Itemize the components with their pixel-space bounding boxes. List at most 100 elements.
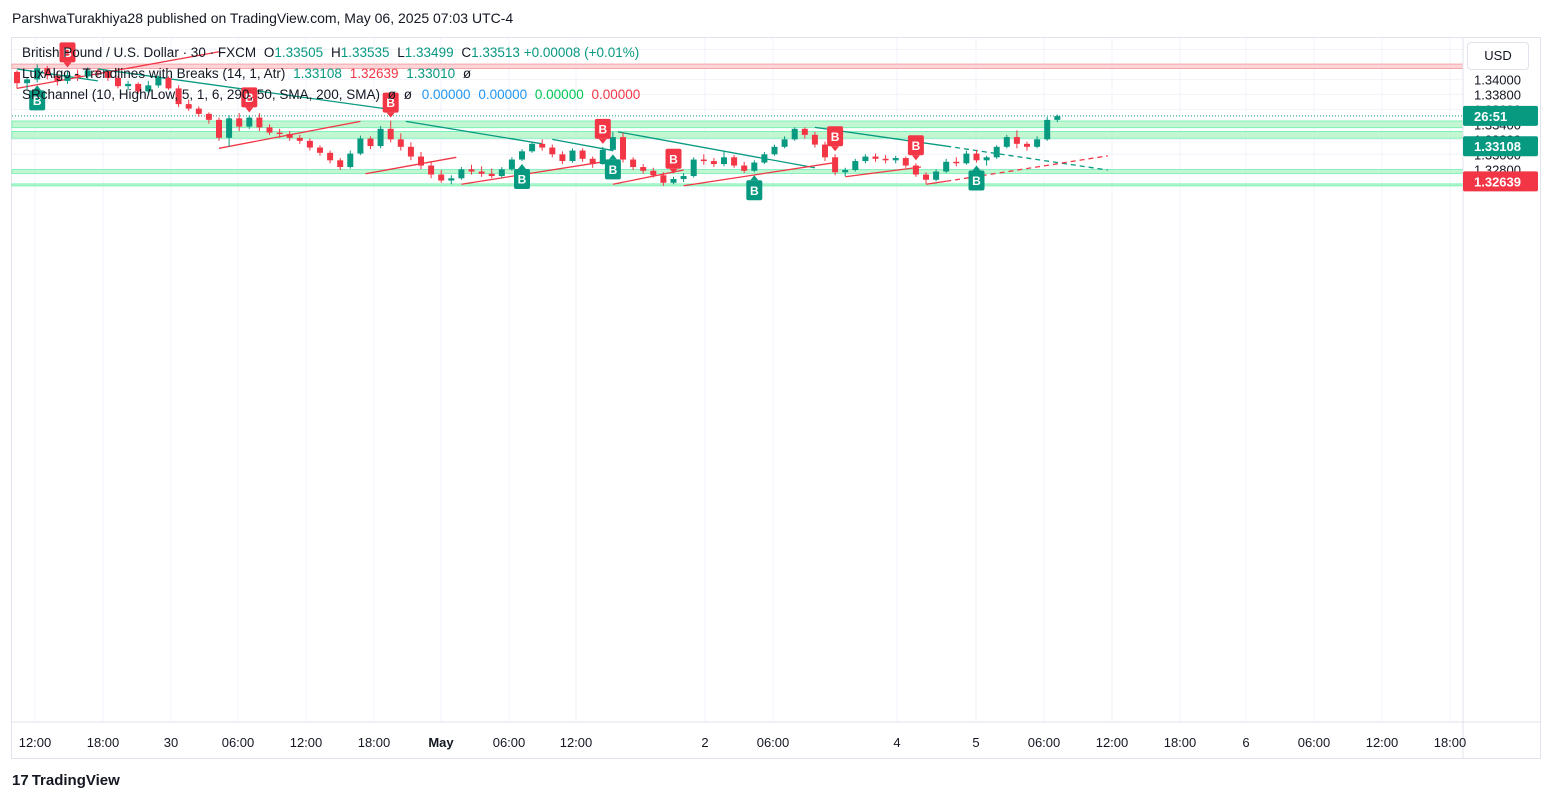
indicator-2-value-2: ø (403, 87, 412, 102)
candle-body (832, 157, 839, 173)
bearish-candle (620, 132, 626, 163)
candle-body (912, 165, 919, 175)
candle-body (367, 138, 374, 147)
candle-body (559, 154, 566, 162)
price-badge-text: 26:51 (1474, 109, 1507, 124)
bearish-candle (286, 131, 293, 141)
signal-pointer (598, 138, 607, 144)
bullish-candle (1044, 116, 1051, 141)
candle-body (670, 179, 677, 183)
time-tick-label: 18:00 (87, 735, 120, 750)
bearish-candle (710, 158, 717, 168)
signal-badge (59, 42, 76, 63)
bearish-candle (811, 131, 818, 148)
candle-body (963, 153, 970, 164)
legend-indicator-1[interactable]: LuxAlgo - Trendlines with Breaks (14, 1,… (22, 65, 471, 83)
candle-body (185, 104, 192, 109)
candle-body (1003, 137, 1010, 147)
bullish-candle (609, 131, 616, 152)
time-tick-label: 06:00 (493, 735, 526, 750)
teal-trendline (405, 120, 543, 145)
candle-body (488, 173, 495, 177)
candle-body (882, 158, 889, 161)
legend-indicator-2[interactable]: SRchannel (10, High/Low, 5, 1, 6, 290, 5… (22, 86, 640, 104)
candle-body (498, 169, 505, 177)
indicator-1-name[interactable]: LuxAlgo - Trendlines with Breaks (14, 1,… (22, 66, 286, 81)
symbol-name[interactable]: British Pound / U.S. Dollar · 30 · FXCM (22, 45, 257, 60)
bullish-candle (357, 135, 364, 156)
bearish-candle (94, 68, 101, 77)
open-label: O (263, 45, 275, 60)
signal-badge (604, 159, 621, 180)
candle-body (337, 160, 344, 168)
bearish-candle (700, 154, 707, 165)
candle-body (579, 150, 586, 159)
bearish-candle (276, 128, 283, 138)
candle-body (195, 108, 202, 114)
bearish-candle (387, 120, 394, 143)
candle-body (407, 146, 414, 157)
bullish-candle (781, 136, 788, 149)
break-signal-label: B (907, 135, 924, 161)
signal-pointer (911, 155, 920, 161)
break-signal-label: B (594, 118, 611, 144)
time-tick-label: 06:00 (1028, 735, 1061, 750)
bearish-candle (488, 168, 495, 179)
candle-body (751, 162, 758, 171)
time-tick-label: 06:00 (757, 735, 790, 750)
tradingview-footer[interactable]: 17 TradingView (12, 772, 120, 789)
bullish-candle (529, 141, 536, 153)
price-axis: 1.326001.328001.330001.332001.334001.336… (1462, 38, 1540, 758)
break-signal-label: B (59, 42, 76, 68)
signal-pointer (831, 146, 840, 152)
candle-body (286, 134, 293, 138)
bearish-candle (165, 76, 172, 90)
candle-body (125, 83, 132, 87)
signal-pointer (608, 154, 617, 160)
candle-body (973, 153, 980, 161)
currency-button[interactable]: USD (1467, 42, 1529, 70)
candle-body (508, 159, 515, 170)
indicator-2-name[interactable]: SRchannel (10, High/Low, 5, 1, 6, 290, 5… (22, 87, 380, 102)
candle-body (620, 137, 626, 160)
bearish-candle (630, 157, 637, 171)
indicator-1-value-2: 1.32639 (349, 66, 399, 81)
bearish-candle (367, 136, 374, 150)
bullish-candle (347, 150, 354, 169)
time-tick-label: 6 (1242, 735, 1249, 750)
time-tick-label: 18:00 (1434, 735, 1467, 750)
candles (14, 64, 1061, 186)
candle-body (327, 152, 334, 161)
candle-body (438, 174, 445, 181)
time-tick-label: 12:00 (19, 735, 52, 750)
time-tick-label: 12:00 (560, 735, 593, 750)
indicator-1-value-4: ø (462, 66, 472, 81)
bearish-candle (236, 113, 243, 132)
bearish-candle (953, 157, 960, 167)
signal-text: B (750, 184, 759, 198)
signal-badge (241, 87, 258, 108)
bullish-candle (761, 152, 768, 165)
red-trendline (365, 156, 457, 175)
candle-body (74, 74, 81, 77)
candle-body (94, 70, 101, 72)
signal-pointer (245, 107, 254, 113)
bearish-candle (882, 155, 889, 164)
candle-body (104, 71, 111, 78)
candle-body (458, 169, 465, 179)
candle-body (1034, 139, 1041, 147)
time-tick-label: 30 (164, 735, 178, 750)
candle-body (317, 147, 323, 153)
bearish-candle (579, 148, 586, 162)
chart-frame (11, 37, 1541, 759)
close-label: C (461, 45, 472, 60)
candle-body (801, 128, 808, 135)
bearish-candle (539, 139, 546, 151)
signal-badge (827, 126, 844, 147)
candle-body (226, 118, 233, 138)
time-tick-label: 2 (701, 735, 708, 750)
time-tick-label: 06:00 (1298, 735, 1331, 750)
bearish-candle (902, 156, 909, 168)
indicator-2-value-3: 0.00000 (421, 87, 471, 102)
